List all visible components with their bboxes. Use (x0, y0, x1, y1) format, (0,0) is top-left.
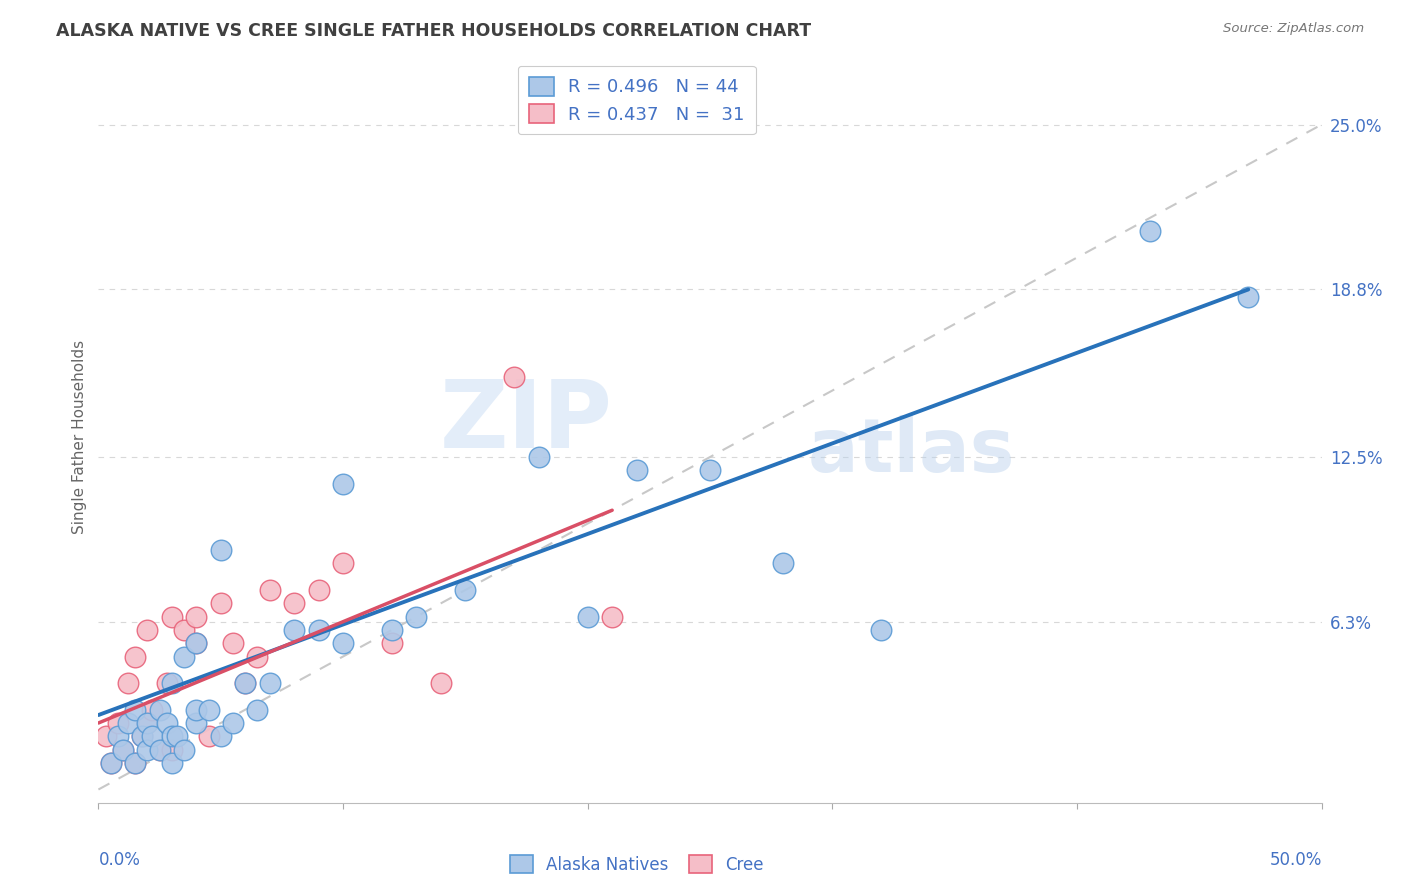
Point (156, 716, 179, 731)
Point (308, 623, 330, 637)
Point (233, 676, 256, 690)
Point (246, 703, 269, 717)
Point (160, 756, 183, 770)
Point (160, 609, 183, 624)
Point (772, 557, 794, 571)
Point (186, 636, 208, 650)
Text: 0.0%: 0.0% (98, 851, 141, 869)
Point (283, 623, 305, 637)
Point (173, 742, 195, 756)
Point (197, 703, 219, 717)
Point (156, 676, 179, 690)
Point (141, 729, 163, 743)
Point (209, 596, 232, 610)
Point (1139, 224, 1161, 238)
Point (283, 596, 305, 610)
Point (124, 756, 146, 770)
Point (381, 623, 404, 637)
Point (259, 676, 281, 690)
Point (141, 703, 163, 717)
Point (186, 636, 208, 650)
Point (136, 716, 159, 731)
Text: ZIP: ZIP (439, 376, 612, 468)
Point (870, 623, 893, 637)
Point (111, 742, 134, 756)
Point (160, 729, 183, 743)
Point (197, 729, 219, 743)
Y-axis label: Single Father Households: Single Father Households (72, 340, 87, 534)
Point (186, 703, 208, 717)
Point (149, 742, 172, 756)
Point (136, 716, 159, 731)
Point (186, 716, 208, 731)
Point (233, 676, 256, 690)
Point (503, 370, 526, 384)
Point (246, 649, 269, 664)
Point (430, 676, 453, 690)
Point (1237, 290, 1260, 304)
Point (149, 703, 172, 717)
Point (259, 582, 281, 597)
Point (576, 609, 599, 624)
Point (107, 729, 129, 743)
Point (332, 476, 354, 491)
Point (160, 742, 183, 756)
Point (699, 463, 721, 477)
Point (124, 649, 146, 664)
Text: Source: ZipAtlas.com: Source: ZipAtlas.com (1223, 22, 1364, 36)
Text: atlas: atlas (808, 415, 1015, 488)
Point (117, 716, 139, 731)
Point (186, 609, 208, 624)
Point (405, 609, 427, 624)
Point (209, 729, 232, 743)
Point (124, 756, 146, 770)
Point (173, 649, 195, 664)
Point (149, 742, 172, 756)
Point (308, 582, 330, 597)
Point (332, 557, 354, 571)
Point (111, 742, 134, 756)
Point (209, 543, 232, 558)
Point (332, 636, 354, 650)
Point (381, 636, 404, 650)
Point (166, 729, 188, 743)
Point (600, 609, 623, 624)
Point (107, 716, 129, 731)
Text: ALASKA NATIVE VS CREE SINGLE FATHER HOUSEHOLDS CORRELATION CHART: ALASKA NATIVE VS CREE SINGLE FATHER HOUS… (56, 22, 811, 40)
Point (136, 623, 159, 637)
Point (124, 703, 146, 717)
Point (222, 716, 245, 731)
Point (160, 676, 183, 690)
Point (131, 729, 153, 743)
Point (94, 729, 117, 743)
Point (626, 463, 648, 477)
Point (100, 756, 122, 770)
Text: 50.0%: 50.0% (1270, 851, 1322, 869)
Point (527, 450, 550, 464)
Point (100, 756, 122, 770)
Point (173, 623, 195, 637)
Legend: Alaska Natives, Cree: Alaska Natives, Cree (501, 847, 772, 882)
Point (131, 729, 153, 743)
Point (222, 636, 245, 650)
Point (117, 676, 139, 690)
Point (454, 582, 477, 597)
Point (136, 742, 159, 756)
